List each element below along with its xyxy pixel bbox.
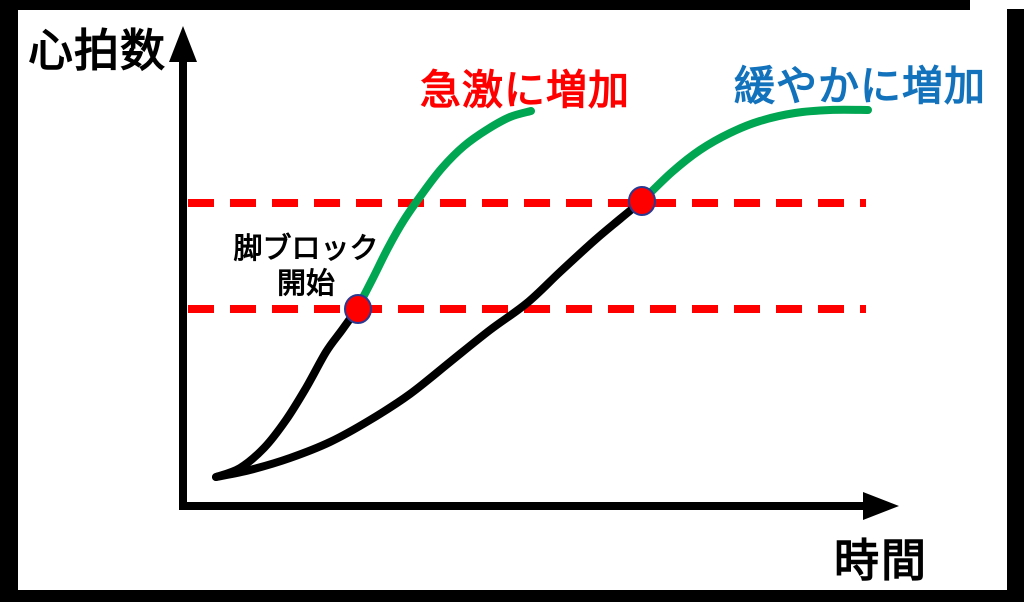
annotation-leg-block-start: 脚ブロック 開始 [222, 232, 390, 302]
frame-border-right [1007, 9, 1024, 602]
event-dot-1 [344, 294, 372, 324]
event-dot-2 [628, 186, 656, 216]
axes [169, 26, 899, 520]
frame-border-bottom [0, 590, 1024, 602]
curve-2-segment-2 [638, 105, 872, 205]
x-axis-arrowhead-icon [863, 492, 899, 520]
event-markers [344, 186, 656, 324]
x-axis-label: 時間 [834, 535, 929, 586]
annotation-rapid-increase: 急激に増加 [420, 67, 630, 113]
curve-1-segment-1 [212, 305, 361, 481]
curve-1-segment-2 [353, 107, 535, 313]
annotation-gradual-increase: 緩やかに増加 [734, 63, 986, 109]
annotation-leg-block-start-line1: 脚ブロック [233, 233, 379, 265]
frame-border-top [0, 0, 970, 10]
y-axis-label: 心拍数 [28, 25, 167, 76]
curve-2-segment-1 [212, 197, 646, 481]
threshold-dashed-lines [188, 199, 866, 313]
annotation-leg-block-start-line2: 開始 [276, 267, 335, 300]
heart-rate-curves [212, 105, 872, 481]
frame-border-left [0, 0, 18, 602]
y-axis-arrowhead-icon [169, 26, 197, 62]
